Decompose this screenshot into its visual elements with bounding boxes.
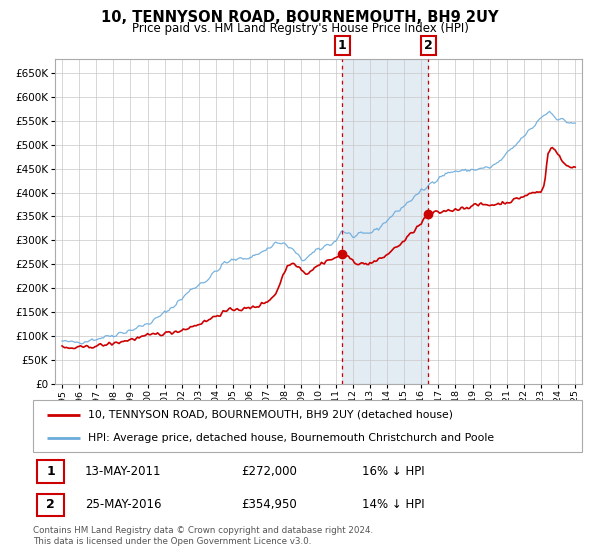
Text: 13-MAY-2011: 13-MAY-2011 [85, 465, 161, 478]
Text: 1: 1 [46, 465, 55, 478]
Text: 16% ↓ HPI: 16% ↓ HPI [362, 465, 425, 478]
Text: £354,950: £354,950 [242, 498, 298, 511]
Text: 10, TENNYSON ROAD, BOURNEMOUTH, BH9 2UY (detached house): 10, TENNYSON ROAD, BOURNEMOUTH, BH9 2UY … [88, 410, 453, 420]
Text: £272,000: £272,000 [242, 465, 298, 478]
FancyBboxPatch shape [33, 400, 582, 452]
Text: 2: 2 [46, 498, 55, 511]
Text: Price paid vs. HM Land Registry's House Price Index (HPI): Price paid vs. HM Land Registry's House … [131, 22, 469, 35]
Text: 2: 2 [424, 39, 433, 52]
FancyBboxPatch shape [37, 460, 64, 483]
Bar [342, 59, 428, 384]
Text: HPI: Average price, detached house, Bournemouth Christchurch and Poole: HPI: Average price, detached house, Bour… [88, 433, 494, 443]
Text: Contains HM Land Registry data © Crown copyright and database right 2024.
This d: Contains HM Land Registry data © Crown c… [33, 526, 373, 546]
Text: 14% ↓ HPI: 14% ↓ HPI [362, 498, 425, 511]
FancyBboxPatch shape [37, 493, 64, 516]
Text: 1: 1 [338, 39, 346, 52]
Text: 10, TENNYSON ROAD, BOURNEMOUTH, BH9 2UY: 10, TENNYSON ROAD, BOURNEMOUTH, BH9 2UY [101, 10, 499, 25]
Text: 25-MAY-2016: 25-MAY-2016 [85, 498, 161, 511]
